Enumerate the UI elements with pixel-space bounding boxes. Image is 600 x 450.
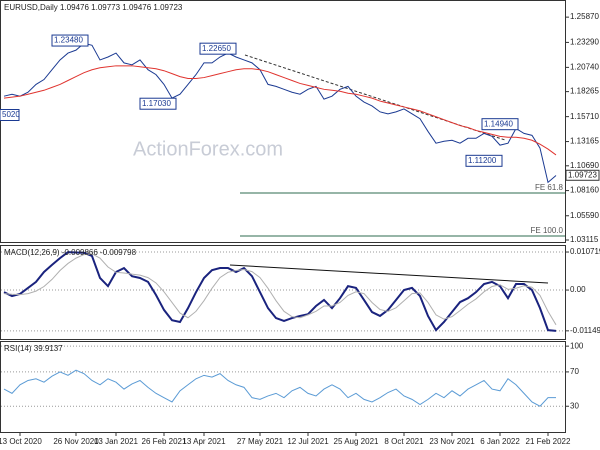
x-tick-label: 13 Apr 2021 xyxy=(182,437,226,446)
x-tick-label: 25 Aug 2021 xyxy=(334,437,379,446)
x-tick-label: 13 Oct 2020 xyxy=(0,437,42,446)
panel-title: RSI(14) 39.9137 xyxy=(4,344,63,353)
y-tick-label: 100 xyxy=(570,341,584,350)
y-tick-label: 1.13165 xyxy=(570,137,599,146)
annotation-box xyxy=(51,34,89,47)
annotation: 1.14940 xyxy=(484,119,513,128)
y-tick-label: 1.25870 xyxy=(570,12,599,21)
x-tick-label: 13 Jan 2021 xyxy=(94,437,139,446)
series-line xyxy=(3,251,557,332)
annotation: 1.11200 xyxy=(468,156,497,165)
y-tick-label: 1.05590 xyxy=(570,211,599,220)
watermark: ActionForex.com xyxy=(133,138,283,160)
panel-frame xyxy=(0,245,566,340)
x-tick-label: 27 May 2021 xyxy=(237,437,284,446)
annotation: 1.17030 xyxy=(142,99,171,108)
x-tick-label: 23 Nov 2021 xyxy=(429,437,475,446)
series-line xyxy=(3,65,557,156)
x-tick-label: 12 Jul 2021 xyxy=(287,437,329,446)
x-tick-label: 8 Oct 2021 xyxy=(384,437,424,446)
trend-line xyxy=(229,264,549,284)
last-value-box xyxy=(565,169,600,181)
annotation: 1.23480 xyxy=(54,36,83,45)
y-tick-label: 1.18265 xyxy=(570,87,599,96)
panel-frame xyxy=(0,0,566,243)
y-tick-label: 0.00 xyxy=(570,285,586,294)
y-tick-label: 0.010719 xyxy=(570,247,600,256)
series-line xyxy=(3,42,557,184)
y-tick-label: 1.15710 xyxy=(570,112,599,121)
series-line xyxy=(3,253,557,326)
last-value: 1.09723 xyxy=(568,170,597,179)
y-tick-label: 30 xyxy=(570,401,579,410)
y-tick-label: 1.10690 xyxy=(570,161,599,170)
y-tick-label: 70 xyxy=(570,367,579,376)
panel-title: MACD(12,26,9) -0.009866 -0.009798 xyxy=(4,248,137,257)
annotation-box xyxy=(481,118,519,131)
annotation-box xyxy=(465,154,503,167)
y-tick-label: -0.011499 xyxy=(570,326,600,335)
annotation: 1.22650 xyxy=(202,44,231,53)
annotation-box xyxy=(139,97,177,110)
x-tick-label: 21 Feb 2022 xyxy=(526,437,571,446)
y-tick-label: 1.23290 xyxy=(570,38,599,47)
y-tick-label: 1.08160 xyxy=(570,186,599,195)
annotation: 5020 xyxy=(2,110,20,119)
series-line xyxy=(3,369,556,407)
y-tick-label: 1.03115 xyxy=(570,235,599,244)
y-tick-label: 1.20740 xyxy=(570,62,599,71)
panel-frame xyxy=(0,341,566,433)
fe-label: FE 61.8 xyxy=(535,183,564,192)
x-tick-label: 26 Feb 2021 xyxy=(142,437,187,446)
annotation-box xyxy=(199,42,237,55)
panel-title: EURUSD,Daily 1.09476 1.09773 1.09476 1.0… xyxy=(4,3,183,12)
x-tick-label: 6 Jan 2022 xyxy=(480,437,520,446)
x-tick-label: 26 Nov 2020 xyxy=(53,437,99,446)
fe-label: FE 100.0 xyxy=(531,226,564,235)
annotation-box xyxy=(0,109,20,121)
